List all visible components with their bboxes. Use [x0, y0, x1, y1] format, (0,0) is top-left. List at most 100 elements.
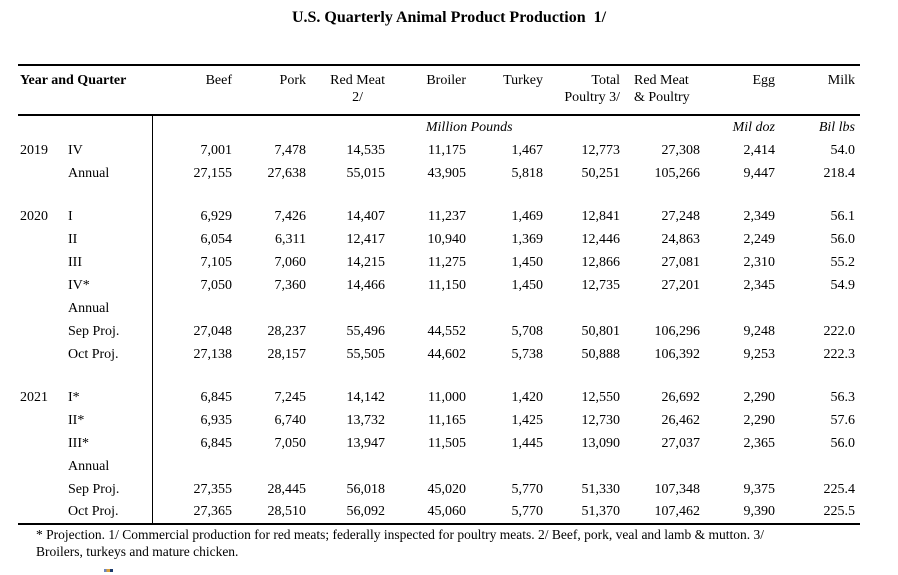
quarter-label: III [68, 254, 82, 270]
table-row: II* 6,935 6,740 13,732 11,165 1,425 12,730 26,4… [18, 409, 860, 432]
value-cell: 7,360 [274, 277, 307, 293]
col-header-red-meat: Red Meat 2/ [306, 65, 385, 116]
value-cell: 1,469 [511, 208, 544, 224]
value-cell: 1,450 [511, 254, 544, 270]
value-cell: 56.0 [830, 231, 856, 247]
value-cell: 7,245 [274, 389, 307, 405]
col-header-total-poultry: Total Poultry 3/ [543, 65, 620, 116]
value-cell: 5,708 [511, 323, 544, 339]
value-cell: 28,157 [267, 346, 307, 362]
value-cell: 2,290 [743, 389, 776, 405]
table-row: 2019 IV 7,001 7,478 14,535 11,175 1,467 12,773 2… [18, 139, 860, 162]
table-row: III* 6,845 7,050 13,947 11,505 1,445 13,090 27,… [18, 432, 860, 455]
value-cell [151, 297, 232, 320]
value-cell [620, 455, 700, 478]
value-cell: 55,015 [346, 165, 386, 181]
table-row: 2020 I 6,929 7,426 14,407 11,237 1,469 12,841 27… [18, 205, 860, 228]
quarter-label: Annual [68, 458, 110, 474]
value-cell [385, 455, 466, 478]
value-cell: 1,425 [511, 412, 544, 428]
value-cell: 7,478 [274, 142, 307, 158]
value-cell: 11,150 [428, 277, 466, 293]
value-cell: 6,845 [151, 386, 232, 409]
value-cell: 56.0 [830, 435, 856, 451]
value-cell: 7,001 [151, 139, 232, 162]
quarter-label: Sep Proj. [68, 481, 120, 497]
value-cell: 2,310 [743, 254, 776, 270]
value-cell: 6,929 [151, 205, 232, 228]
value-cell: 54.9 [830, 277, 856, 293]
table-row: II 6,054 6,311 12,417 10,940 1,369 12,446 24,86… [18, 228, 860, 251]
value-cell: 56.1 [830, 208, 856, 224]
header-row: Year and Quarter Beef Pork Red Meat 2/ B… [18, 65, 860, 116]
value-cell: 225.4 [823, 481, 856, 497]
value-cell: 44,602 [427, 346, 467, 362]
table-row: Sep Proj. 27,355 28,445 56,018 45,020 5,770 51… [18, 478, 860, 501]
col-header-pork: Pork [232, 65, 306, 116]
table-row: Oct Proj. 27,138 28,157 55,505 44,602 5,738 50… [18, 343, 860, 366]
value-cell: 7,050 [274, 435, 307, 451]
value-cell: 13,732 [346, 412, 386, 428]
quarter-label: IV [68, 142, 83, 158]
value-cell: 9,253 [743, 346, 776, 362]
value-cell [700, 297, 775, 320]
value-cell: 107,462 [654, 504, 701, 519]
value-cell: 14,535 [346, 142, 386, 158]
value-cell: 45,020 [427, 481, 467, 497]
year-label: 2021 [20, 389, 48, 405]
quarter-label: II [68, 231, 78, 247]
quarter-label: I* [68, 389, 80, 405]
value-cell: 2,345 [743, 277, 776, 293]
value-cell: 7,105 [151, 251, 232, 274]
value-cell: 55.2 [830, 254, 856, 270]
value-cell: 11,275 [428, 254, 466, 270]
value-cell: 45,060 [427, 504, 467, 519]
value-cell: 12,550 [581, 389, 621, 405]
col-header-beef: Beef [152, 65, 232, 116]
value-cell [232, 455, 306, 478]
year-label: 2019 [20, 142, 48, 158]
units-million-pounds: Million Pounds [425, 119, 513, 135]
clipped-link-fragment[interactable] [104, 569, 113, 572]
value-cell: 27,638 [267, 165, 307, 181]
spacer-row [18, 185, 860, 205]
value-cell: 57.6 [830, 412, 856, 428]
value-cell [620, 297, 700, 320]
value-cell: 1,450 [511, 277, 544, 293]
value-cell: 107,348 [654, 481, 701, 497]
value-cell: 56.3 [830, 389, 856, 405]
value-cell: 54.0 [830, 142, 856, 158]
col-header-milk: Milk [775, 65, 860, 116]
value-cell [543, 455, 620, 478]
value-cell: 27,037 [661, 435, 701, 451]
value-cell [543, 297, 620, 320]
value-cell: 27,365 [151, 501, 232, 524]
table-row: Oct Proj. 27,365 28,510 56,092 45,060 5,770 51… [18, 501, 860, 524]
value-cell: 11,000 [428, 389, 466, 405]
value-cell: 28,510 [267, 504, 307, 519]
value-cell: 2,249 [743, 231, 776, 247]
value-cell: 51,370 [581, 504, 621, 519]
units-egg: Mil doz [732, 119, 775, 135]
value-cell: 106,296 [654, 323, 701, 339]
value-cell [466, 297, 543, 320]
quarter-label: I [68, 208, 73, 224]
value-cell [232, 297, 306, 320]
value-cell: 1,420 [511, 389, 544, 405]
quarter-label: Oct Proj. [68, 504, 119, 519]
value-cell: 13,947 [346, 435, 386, 451]
value-cell: 6,054 [151, 228, 232, 251]
value-cell: 44,552 [427, 323, 467, 339]
value-cell: 5,770 [511, 481, 544, 497]
quarter-label: Annual [68, 300, 110, 316]
value-cell: 55,496 [346, 323, 386, 339]
value-cell: 50,251 [581, 165, 621, 181]
year-label: 2020 [20, 208, 48, 224]
value-cell: 5,818 [511, 165, 544, 181]
value-cell: 12,446 [581, 231, 621, 247]
table-row: Sep Proj. 27,048 28,237 55,496 44,552 5,708 50… [18, 320, 860, 343]
value-cell: 2,349 [743, 208, 776, 224]
value-cell: 7,060 [274, 254, 307, 270]
value-cell: 1,467 [511, 142, 544, 158]
